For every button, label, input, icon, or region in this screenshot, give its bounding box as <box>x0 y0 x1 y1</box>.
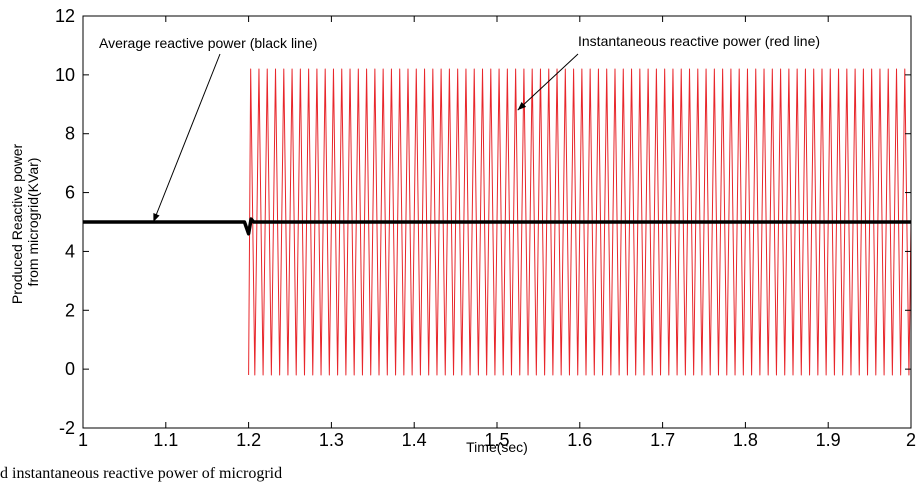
y-axis-title-line-1: Produced Reactive power <box>9 143 25 304</box>
x-tick-label: 1.9 <box>816 430 841 450</box>
x-tick-label: 1.5 <box>484 430 509 450</box>
y-tick-label: 4 <box>65 241 75 261</box>
x-tick-label: 1.2 <box>236 430 261 450</box>
y-tick-label: 6 <box>65 183 75 203</box>
series-average-line <box>83 217 911 236</box>
y-tick-label: -2 <box>59 418 75 438</box>
x-tick-label: 1 <box>78 430 88 450</box>
y-tick-label: 8 <box>65 124 75 144</box>
annotation-arrowhead <box>153 213 160 222</box>
x-axis-title: Time(sec) <box>466 439 528 455</box>
x-tick-label: 1.4 <box>402 430 427 450</box>
annotation-arrow-line <box>152 53 221 223</box>
figure-caption: d instantaneous reactive power of microg… <box>0 465 283 482</box>
x-tick-label: 1.1 <box>153 430 178 450</box>
axis-layer: 1 1.1 1.2 1.3 1.4 1.5 1.6 1.7 1.8 1.9 2 -2 0 2 4 6 8 10 12 <box>55 6 916 450</box>
series-layer <box>83 68 911 376</box>
y-tick-label: 12 <box>55 6 75 26</box>
annotation-arrowhead <box>517 102 527 111</box>
annotation-layer: Average reactive power (black line) Insta… <box>99 33 820 223</box>
annotation-label: Average reactive power (black line) <box>99 35 317 51</box>
x-tick-label: 1.7 <box>650 430 675 450</box>
x-tick-label: 1.6 <box>567 430 592 450</box>
y-tick-label: 0 <box>65 359 75 379</box>
y-tick-label: 10 <box>55 65 75 85</box>
y-axis-title-line-2: from microgrid(KVar) <box>25 158 41 287</box>
y-tick-label: 2 <box>65 300 75 320</box>
y-axis-title: Produced Reactive power from microgrid(K… <box>9 140 41 304</box>
annotation-arrow-line <box>517 53 579 111</box>
annotation-label: Instantaneous reactive power (red line) <box>578 33 820 49</box>
x-tick-label: 2 <box>906 430 916 450</box>
x-tick-label: 1.3 <box>319 430 344 450</box>
x-tick-label: 1.8 <box>733 430 758 450</box>
